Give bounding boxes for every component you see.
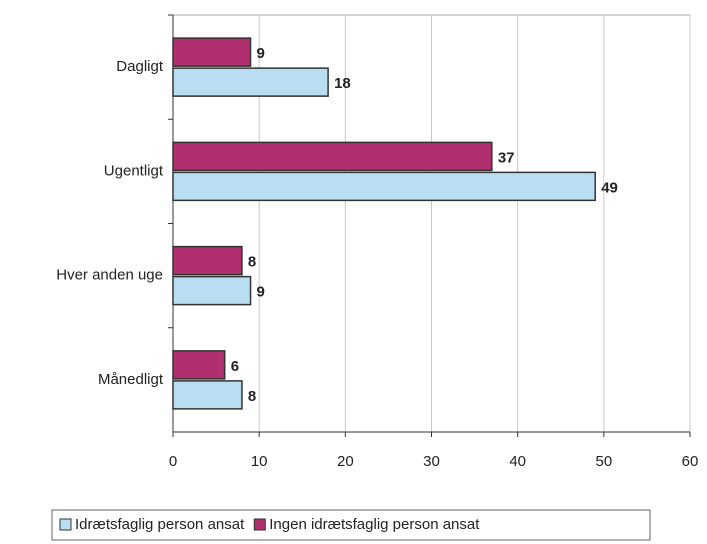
bar <box>172 37 252 67</box>
bar <box>172 67 329 97</box>
x-tick-label: 50 <box>595 453 612 470</box>
bar <box>172 171 596 202</box>
y-tick-label: Ugentligt <box>104 162 164 179</box>
x-tick-label: 20 <box>337 453 354 470</box>
data-label: 8 <box>248 254 256 271</box>
legend-swatch <box>253 518 266 531</box>
x-tick-label: 0 <box>169 453 177 470</box>
data-label: 9 <box>257 284 265 301</box>
bar <box>172 380 243 410</box>
x-tick-label: 30 <box>423 453 440 470</box>
legend-swatch <box>59 518 72 531</box>
x-tick-label: 10 <box>251 453 268 470</box>
data-label: 8 <box>248 388 256 405</box>
x-tick-label: 40 <box>509 453 526 470</box>
legend-box <box>51 509 651 541</box>
bar <box>172 275 252 306</box>
data-label: 9 <box>257 45 265 62</box>
data-label: 37 <box>498 149 515 166</box>
bar <box>172 141 493 172</box>
y-tick-label: Dagligt <box>116 58 164 75</box>
data-label: 49 <box>601 179 618 196</box>
y-tick-label: Hver anden uge <box>56 267 163 284</box>
bar <box>172 350 226 380</box>
legend-label: Idrætsfaglig person ansat <box>75 516 245 533</box>
data-label: 18 <box>334 75 351 92</box>
bar <box>172 245 243 276</box>
x-tick-label: 60 <box>682 453 699 470</box>
data-label: 6 <box>231 358 239 375</box>
legend-label: Ingen idrætsfaglig person ansat <box>269 516 480 533</box>
y-tick-label: Månedligt <box>98 371 164 388</box>
